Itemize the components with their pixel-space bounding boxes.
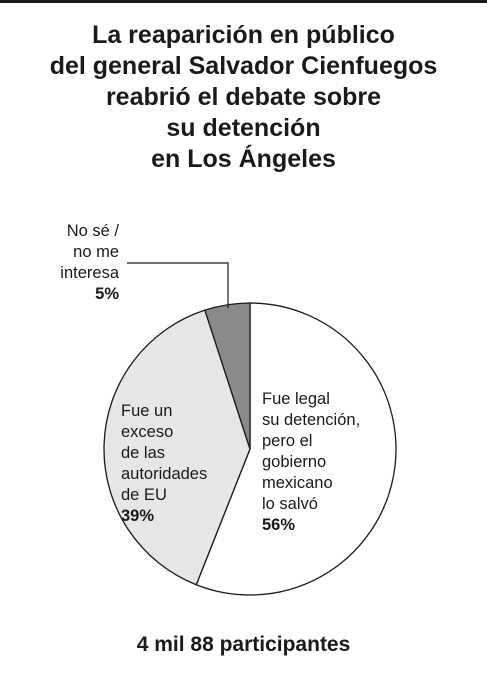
slice-label-line: mexicano (262, 474, 333, 492)
slice-exceso (103, 309, 251, 586)
slice-value-label: 5% (95, 285, 119, 303)
slice-legal (195, 302, 397, 596)
title-line: reabrió el debate sobre (105, 83, 382, 111)
chart-title: La reaparición en público del general Sa… (0, 20, 487, 175)
slice-exceso-label: Fue un exceso de las autoridades de EU 39% (121, 402, 207, 525)
slice-label-line: lo salvó (262, 495, 318, 513)
participants-note: 4 mil 88 participantes (136, 633, 351, 656)
slice-value-label: 39% (121, 507, 154, 525)
slice-legal-label: Fue legal su detención, pero el gobierno mex… (262, 390, 360, 534)
slice-label-line: su detención, (262, 411, 360, 429)
slice-value-label: 56% (262, 516, 295, 534)
slice-label-line: Fue un (121, 402, 172, 420)
slice-label-line: pero el (262, 432, 312, 450)
title-line: en Los Ángeles (151, 145, 336, 173)
slice-label-line: gobierno (262, 453, 326, 471)
slice-label-line: de las (121, 444, 165, 462)
slice-label-line: Fue legal (262, 390, 330, 408)
title-line: del general Salvador Cienfuegos (49, 52, 438, 80)
slice-no-se-label: No sé / no me interesa 5% (60, 222, 120, 303)
slice-label-line: autoridades (121, 465, 207, 483)
title-line: La reaparición en público (92, 21, 395, 49)
slice-label-line: de EU (121, 486, 167, 504)
slice-label-line: interesa (60, 264, 120, 282)
leader-line (127, 262, 229, 308)
top-rule (0, 0, 487, 3)
slice-label-line: exceso (121, 423, 173, 441)
slice-label-line: No sé / (67, 222, 120, 240)
slice-label-line: no me (73, 243, 119, 261)
title-line: su detención (166, 114, 321, 142)
slice-no-se (204, 302, 251, 450)
